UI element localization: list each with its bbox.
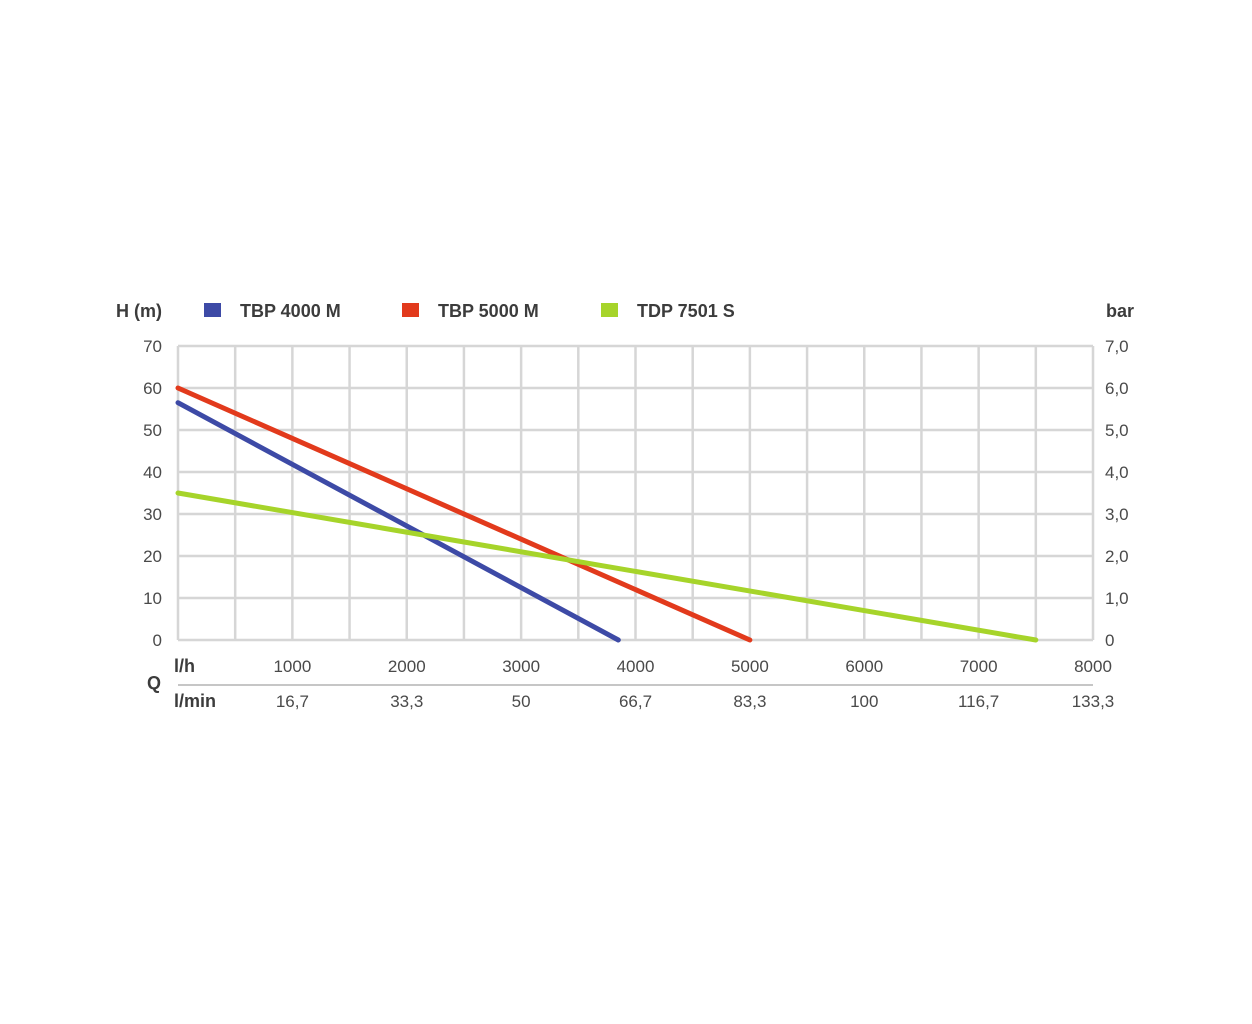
x-tick-label-lmin: 83,3 <box>733 692 766 711</box>
legend-swatch-2 <box>601 303 618 317</box>
y-left-axis-title: H (m) <box>116 301 162 321</box>
y-right-tick-label: 7,0 <box>1105 337 1129 356</box>
x-tick-label-lmin: 133,3 <box>1072 692 1115 711</box>
x-tick-label-lh: 3000 <box>502 657 540 676</box>
y-left-tick-label: 10 <box>143 589 162 608</box>
y-right-tick-label: 0 <box>1105 631 1114 650</box>
x-unit-lh-label: l/h <box>174 656 195 676</box>
x-tick-label-lmin: 33,3 <box>390 692 423 711</box>
x-tick-label-lmin: 100 <box>850 692 878 711</box>
x-tick-label-lmin: 50 <box>512 692 531 711</box>
y-left-tick-label: 30 <box>143 505 162 524</box>
x-tick-label-lh: 7000 <box>960 657 998 676</box>
y-right-axis-title: bar <box>1106 301 1134 321</box>
x-tick-label-lh: 5000 <box>731 657 769 676</box>
y-right-tick-label: 3,0 <box>1105 505 1129 524</box>
x-tick-label-lh: 2000 <box>388 657 426 676</box>
x-tick-label-lmin: 66,7 <box>619 692 652 711</box>
legend-swatch-1 <box>402 303 419 317</box>
y-right-tick-label: 2,0 <box>1105 547 1129 566</box>
y-left-tick-label: 40 <box>143 463 162 482</box>
legend-label-0: TBP 4000 M <box>240 301 341 321</box>
x-tick-label-lh: 1000 <box>273 657 311 676</box>
y-left-tick-label: 50 <box>143 421 162 440</box>
y-right-tick-label: 5,0 <box>1105 421 1129 440</box>
x-tick-label-lh: 4000 <box>617 657 655 676</box>
x-tick-label-lmin: 116,7 <box>958 692 999 711</box>
y-left-tick-label: 0 <box>153 631 162 650</box>
legend-swatch-0 <box>204 303 221 317</box>
q-axis-label: Q <box>147 673 161 693</box>
y-left-tick-label: 20 <box>143 547 162 566</box>
x-tick-label-lh: 8000 <box>1074 657 1112 676</box>
legend-label-1: TBP 5000 M <box>438 301 539 321</box>
x-tick-label-lh: 6000 <box>845 657 883 676</box>
y-left-tick-label: 60 <box>143 379 162 398</box>
series-line-0 <box>175 400 621 643</box>
y-right-tick-label: 4,0 <box>1105 463 1129 482</box>
y-left-tick-label: 70 <box>143 337 162 356</box>
x-tick-label-lmin: 16,7 <box>276 692 309 711</box>
series-line-2 <box>175 490 1039 643</box>
x-unit-lmin-label: l/min <box>174 691 216 711</box>
legend-label-2: TDP 7501 S <box>637 301 735 321</box>
series-line-1 <box>175 385 753 643</box>
y-right-tick-label: 6,0 <box>1105 379 1129 398</box>
y-right-tick-label: 1,0 <box>1105 589 1129 608</box>
